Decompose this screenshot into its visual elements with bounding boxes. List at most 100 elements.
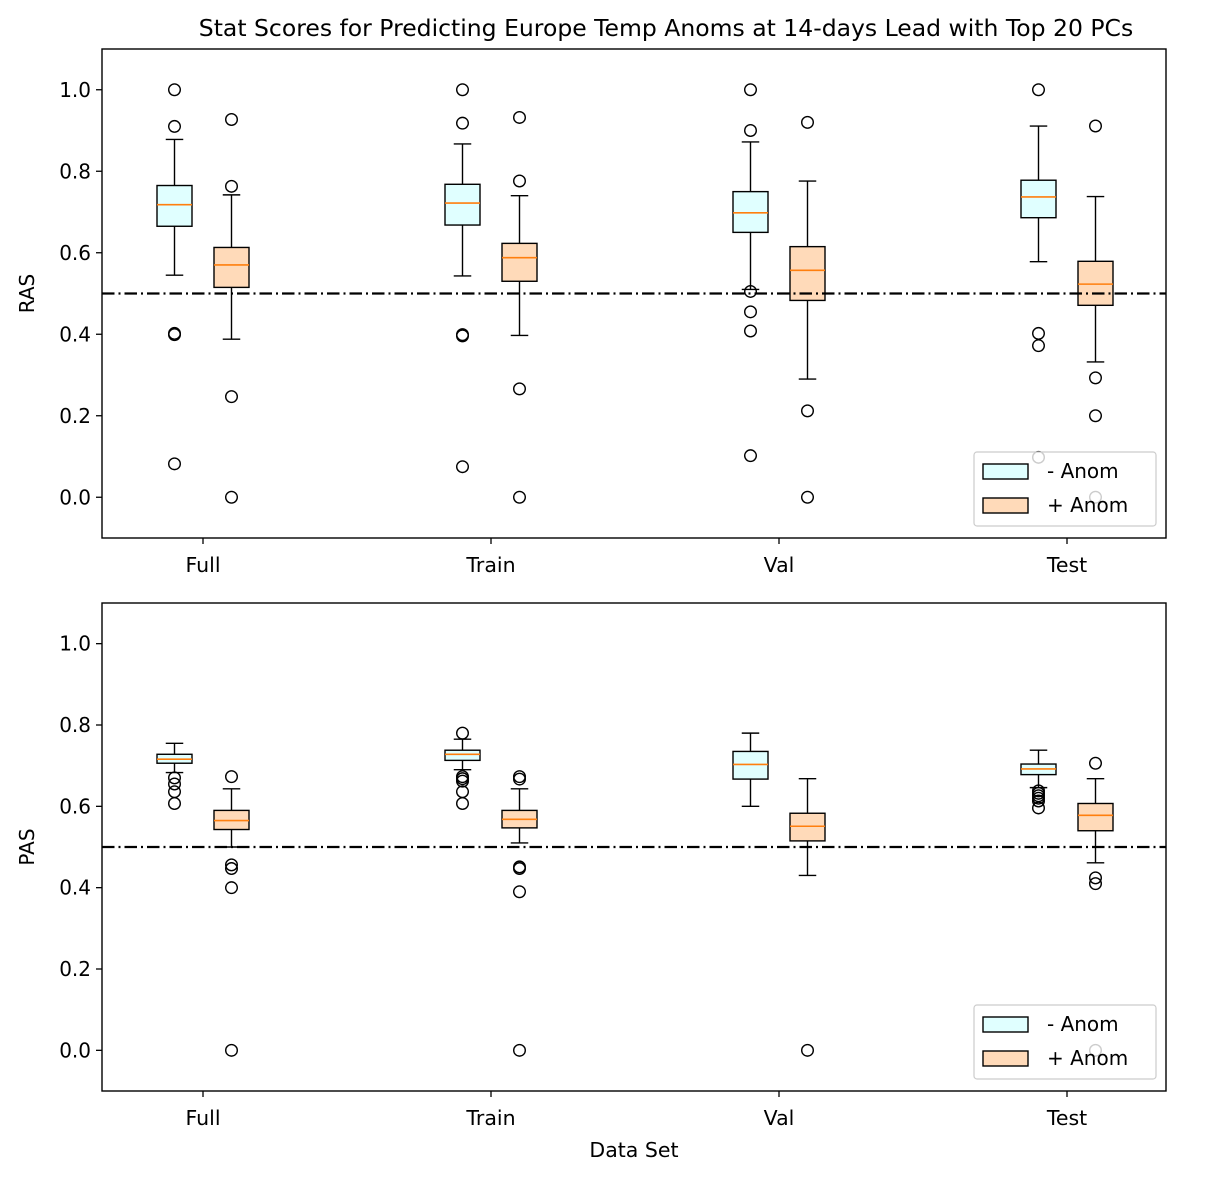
- legend-label: + Anom: [1047, 493, 1128, 517]
- y-axis-label: PAS: [15, 828, 39, 865]
- outlier-point: [801, 404, 815, 418]
- outlier-point: [224, 390, 238, 404]
- outlier-point: [456, 116, 470, 130]
- y-tick-label: 1.0: [59, 78, 91, 102]
- outlier-point: [744, 449, 758, 463]
- chart-title: Stat Scores for Predicting Europe Temp A…: [199, 14, 1133, 42]
- box-full: [156, 83, 193, 471]
- x-tick-label: Val: [764, 553, 795, 577]
- box-val: [789, 115, 826, 504]
- iqr-box: [156, 184, 193, 227]
- box-test: [1020, 83, 1057, 464]
- iqr-box: [501, 242, 538, 282]
- y-tick-label: 0.8: [59, 713, 91, 737]
- outlier-point: [744, 123, 758, 137]
- outlier-point: [456, 796, 470, 810]
- outlier-point: [456, 460, 470, 474]
- outlier-point: [1031, 794, 1045, 808]
- box-train: [444, 726, 481, 810]
- outlier-point: [513, 110, 527, 124]
- iqr-box: [732, 750, 769, 780]
- outlier-point: [1031, 326, 1045, 340]
- plot-frame: [101, 602, 1167, 1092]
- iqr-box: [1077, 802, 1114, 832]
- legend-label: - Anom: [1047, 459, 1119, 483]
- plot-frame: [101, 48, 1167, 539]
- iqr-box: [213, 246, 250, 289]
- outlier-point: [224, 858, 238, 872]
- legend: - Anom + Anom: [973, 1004, 1157, 1080]
- outlier-point: [1031, 339, 1045, 353]
- outlier-point: [224, 1043, 238, 1057]
- outlier-point: [224, 112, 238, 126]
- outlier-point: [224, 179, 238, 193]
- panel-2: 0.0 0.2 0.4 0.6 0.8 1.0 PAS Full Train Val Test Dat…: [15, 602, 1167, 1162]
- outlier-point: [167, 796, 181, 810]
- x-tick-label: Train: [465, 1106, 515, 1130]
- y-tick-label: 0.0: [59, 1038, 91, 1062]
- y-tick-label: 1.0: [59, 632, 91, 656]
- y-tick-label: 0.6: [59, 794, 91, 818]
- box-val: [732, 732, 769, 808]
- outlier-point: [167, 777, 181, 791]
- outlier-point: [801, 490, 815, 504]
- iqr-box: [1020, 179, 1057, 219]
- legend-label: - Anom: [1047, 1012, 1119, 1036]
- outlier-point: [513, 382, 527, 396]
- box-full: [156, 742, 193, 810]
- outlier-point: [1031, 83, 1045, 97]
- outlier-point: [513, 490, 527, 504]
- outlier-point: [167, 83, 181, 97]
- box-val: [732, 83, 769, 463]
- x-tick-label: Train: [465, 553, 515, 577]
- outlier-point: [167, 785, 181, 799]
- outlier-point: [513, 885, 527, 899]
- outlier-point: [167, 771, 181, 785]
- x-tick-label: Test: [1046, 553, 1087, 577]
- outlier-point: [513, 174, 527, 188]
- series-pos-anom: [213, 110, 1114, 504]
- iqr-box: [732, 190, 769, 234]
- iqr-box: [789, 812, 826, 842]
- outlier-point: [1088, 756, 1102, 770]
- outlier-point: [801, 115, 815, 129]
- iqr-box: [1077, 260, 1114, 307]
- box-test: [1077, 756, 1114, 1057]
- outlier-point: [224, 881, 238, 895]
- x-tick-label: Full: [185, 553, 220, 577]
- y-tick-label: 0.4: [59, 322, 91, 346]
- legend-swatch: [982, 463, 1029, 480]
- box-train: [444, 83, 481, 474]
- outlier-point: [744, 305, 758, 319]
- outlier-point: [456, 329, 470, 343]
- outlier-point: [224, 490, 238, 504]
- iqr-box: [444, 183, 481, 226]
- box-train: [501, 110, 538, 504]
- y-axis-label: RAS: [15, 274, 39, 313]
- series-pos-anom: [213, 756, 1114, 1057]
- y-tick-label: 0.8: [59, 159, 91, 183]
- panel-1: Stat Scores for Predicting Europe Temp A…: [15, 14, 1167, 577]
- series-neg-anom: [156, 726, 1057, 815]
- x-tick-label: Val: [764, 1106, 795, 1130]
- x-tick-label: Full: [185, 1106, 220, 1130]
- outlier-point: [744, 284, 758, 298]
- box-val: [789, 777, 826, 1057]
- box-full: [213, 770, 250, 1057]
- y-tick-label: 0.2: [59, 404, 91, 428]
- outlier-point: [1031, 801, 1045, 815]
- legend: - Anom + Anom: [973, 451, 1157, 527]
- legend-label: + Anom: [1047, 1046, 1128, 1070]
- x-axis-label: Data Set: [589, 1138, 678, 1162]
- iqr-box: [444, 749, 481, 762]
- outlier-point: [456, 785, 470, 799]
- iqr-box: [789, 245, 826, 302]
- outlier-point: [224, 770, 238, 784]
- box-full: [213, 112, 250, 504]
- outlier-point: [1088, 877, 1102, 891]
- outlier-point: [1088, 409, 1102, 423]
- box-test: [1077, 119, 1114, 504]
- legend-swatch: [982, 1016, 1029, 1033]
- outlier-point: [456, 726, 470, 740]
